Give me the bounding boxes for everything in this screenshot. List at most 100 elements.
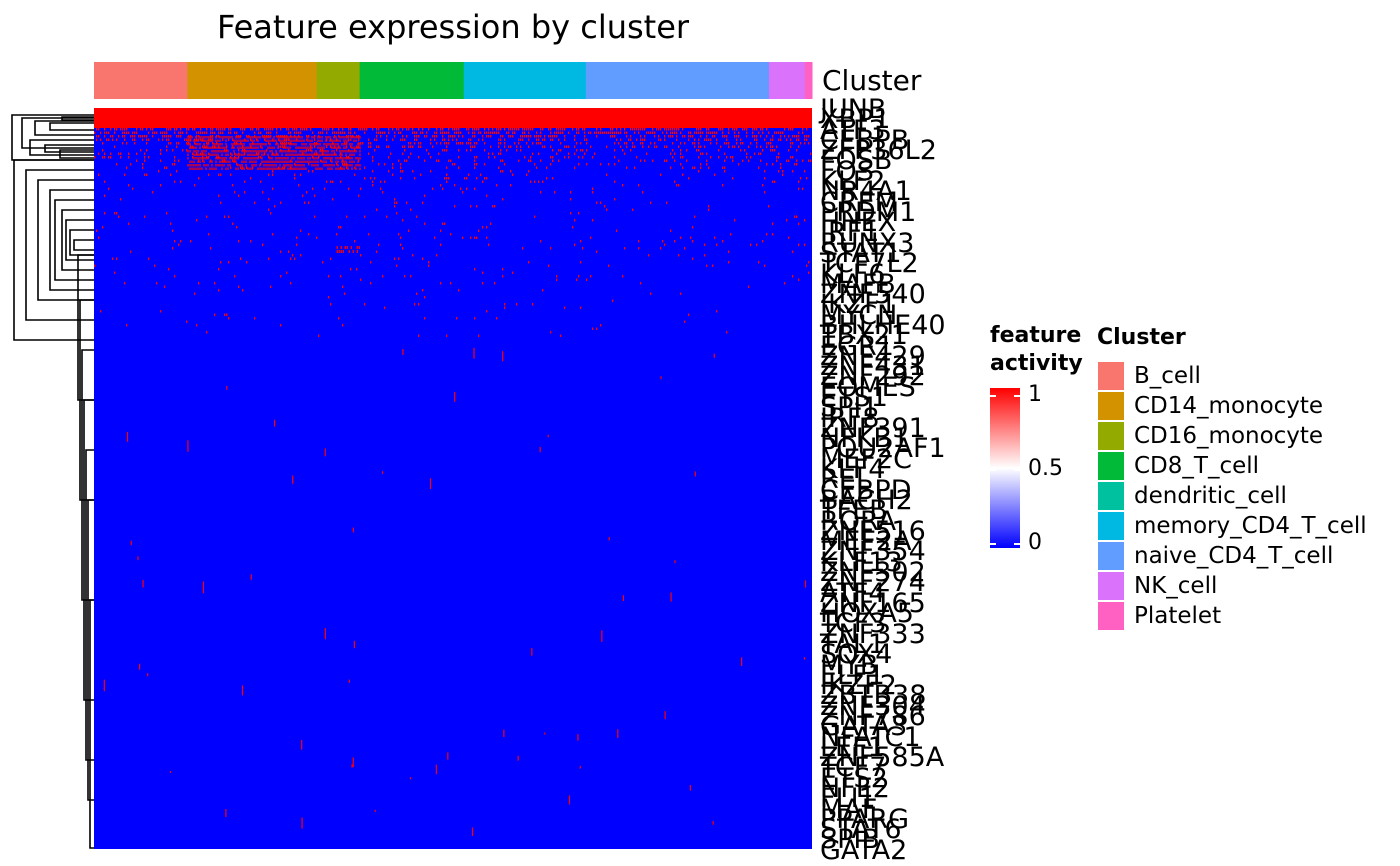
row-label: ATF3 [820,114,886,146]
row-label: ZNF333 [820,618,926,650]
row-label: ZNF302 [820,556,926,588]
row-label: STAT6 [820,814,902,846]
row-label: FOSB [820,145,893,177]
cluster-band-NK_cell [768,62,806,99]
row-label: ZNF304 [820,690,926,722]
row-label: JUNB [820,94,887,125]
cluster-legend-item: B_cell [1098,362,1201,390]
row-label: TCF7 [820,752,887,784]
legend-label: dendritic_cell [1134,483,1287,509]
row-label: ZNF292 [820,361,926,393]
row-label: GATA2 [820,834,908,866]
row-label: STAT1 [820,238,902,270]
row-dendrogram [11,114,94,849]
row-label: IRF8 [820,402,880,434]
row-label: XBP1 [820,104,891,136]
row-label: TCF3 [820,608,887,640]
cluster-legend-item: CD14_monocyte [1098,392,1323,420]
row-label: ELF1 [820,659,885,691]
legend-label: CD16_monocyte [1134,423,1324,449]
heatmap-body [94,108,812,849]
colorbar-tick-label: 0.5 [1028,456,1063,481]
legend-swatch [1098,392,1124,420]
row-label: NFATC1 [820,721,921,753]
row-label: LEF1 [820,731,885,763]
row-label: ETS1 [820,382,888,414]
row-label: CEBPD [820,474,912,506]
row-label: MAF [820,793,878,825]
cluster-legend-item: Platelet [1098,602,1221,630]
cluster-legend-item: memory_CD4_T_cell [1098,512,1367,540]
legend-swatch [1098,362,1124,390]
row-label: CREM [820,186,898,218]
cluster-legend-item: CD16_monocyte [1098,422,1323,450]
activity-legend-title: feature activity [990,322,1083,377]
row-label: TBX21 [820,320,908,352]
cluster-band-CD14_monocyte [187,62,318,99]
row-label: KLF2 [820,166,886,197]
row-label: NFKB1 [820,423,910,455]
row-label: FOS [820,155,874,187]
row-label: MYCN [820,299,898,331]
legend-swatch [1098,572,1124,600]
row-label: MYB [820,649,879,681]
row-label: SOX4 [820,639,893,671]
row-label: EGR1 [820,330,894,362]
colorbar-tick-label: 1 [1028,382,1042,407]
row-label: SPI1 [820,392,879,424]
row-label: KLF4 [820,454,886,486]
legend-label: naive_CD4_T_cell [1134,543,1334,569]
row-label: ATF4 [820,577,886,609]
row-label: RUNX3 [820,227,915,259]
row-label: HHEX [820,207,897,239]
cluster-legend-title: Cluster [1097,325,1186,350]
row-label: HOXA5 [820,598,914,630]
row-label: BACH2 [820,484,913,516]
row-label: PPARG [820,803,909,835]
row-label: BHLHE40 [820,310,946,342]
row-label: ZNF165 [820,587,926,619]
legend-label: NK_cell [1134,573,1218,599]
activity-colorbar [990,388,1020,548]
row-label: NR4A1 [820,176,912,208]
row-label: FLI1 [820,783,876,815]
row-label: ZNF516 [820,515,926,547]
row-label: RORA [820,505,897,537]
legend-label: memory_CD4_T_cell [1134,513,1367,539]
row-label: TCF7L2 [820,248,919,280]
row-label: KLF13 [820,546,903,578]
row-label: IRF1 [820,217,880,249]
cluster-legend-item: CD8_T_cell [1098,452,1259,480]
row-label: ZFP36L2 [820,135,937,167]
legend-swatch [1098,482,1124,510]
row-label: PRDM1 [820,196,917,228]
annotation-label: Cluster [822,64,922,97]
row-label: ZNF429 [820,340,926,372]
row-label: NFE2 [820,772,890,804]
cluster-legend-item: naive_CD4_T_cell [1098,542,1333,570]
row-label: SPIB [820,824,880,856]
row-label: EOMES [820,371,916,403]
activity-legend-title-text: feature activity [990,323,1083,376]
row-label: ZNF391 [820,412,926,444]
cluster-legend-item: NK_cell [1098,572,1217,600]
row-label: ZNF540 [820,279,926,311]
legend-swatch [1098,422,1124,450]
row-label: CEBPB [820,124,910,156]
heatmap-cells [94,108,812,837]
row-label: ETS2 [820,762,888,794]
row-label: KLF6 [820,258,886,290]
cluster-band-CD8_T_cell [359,62,465,99]
row-label: POU2AF1 [820,433,946,465]
row-label: ZNF585A [820,742,945,774]
row-label: GATA3 [820,711,908,743]
cluster-band-memory_CD4_T_cell [463,62,587,99]
row-label: REL [820,464,871,496]
cluster-legend-item: dendritic_cell [1098,482,1287,510]
row-label: ZBTB38 [820,680,927,712]
cluster-band-naive_CD4_T_cell [585,62,770,99]
legend-label: CD14_monocyte [1134,393,1324,419]
cluster-band-B_cell [94,62,188,99]
